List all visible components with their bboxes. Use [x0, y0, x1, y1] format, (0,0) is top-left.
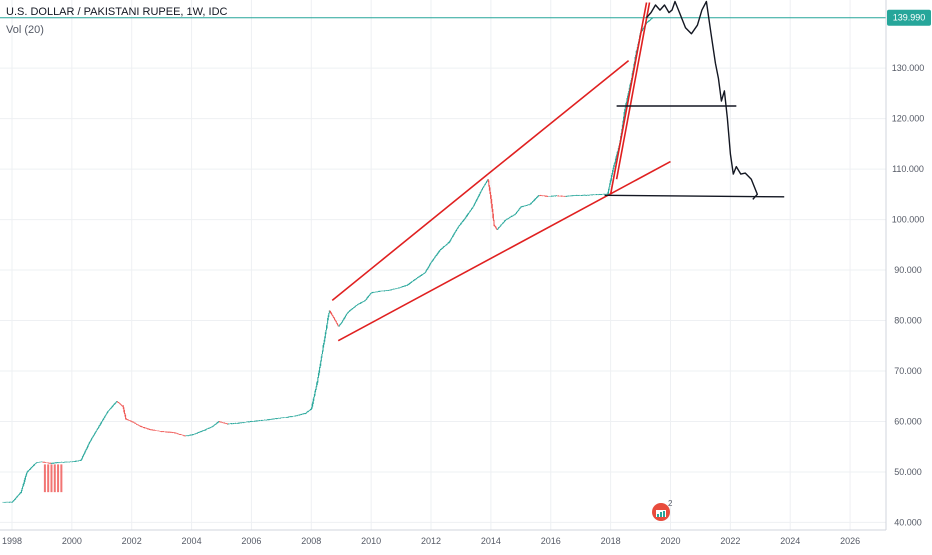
price-tick-label: 120.000 [892, 114, 925, 124]
volume-bar [50, 464, 53, 493]
time-axis-ticks: 1998 2000 2002 2004 2006 2008 2010 2012 2014 2016… [2, 536, 860, 546]
time-tick-label: 2002 [122, 536, 142, 546]
price-tick-label: 70.000 [894, 366, 922, 376]
volume-bar [43, 464, 46, 493]
price-tick-label: 110.000 [892, 164, 924, 174]
time-tick-label: 2012 [421, 536, 441, 546]
time-tick-label: 2020 [660, 536, 680, 546]
watermark: 2 [652, 499, 673, 521]
price-tick-label: 90.000 [894, 265, 922, 275]
symbol-title[interactable]: U.S. DOLLAR / PAKISTANI RUPEE, 1W, IDC [6, 6, 228, 18]
time-tick-label: 2000 [62, 536, 82, 546]
time-tick-label: 2008 [301, 536, 321, 546]
volume-bars [43, 464, 63, 493]
trendline [487, 59, 630, 175]
volume-bar [57, 464, 60, 493]
freehand-projection [645, 0, 758, 200]
time-tick-label: 2026 [840, 536, 860, 546]
time-tick-label: 2010 [361, 536, 381, 546]
time-tick-label: 2018 [601, 536, 621, 546]
drawings[interactable] [331, 0, 785, 342]
volume-bar [47, 464, 50, 493]
trendline [609, 2, 648, 195]
current-price-label: 139.990 [893, 13, 926, 23]
time-tick-label: 2024 [780, 536, 800, 546]
time-axis[interactable]: 1998 2000 2002 2004 2006 2008 2010 2012 2014 2016… [0, 529, 886, 546]
price-tick-label: 40.000 [894, 517, 922, 527]
price-axis[interactable]: 40.000 50.000 60.000 70.000 80.000 90.000 100.… [885, 0, 932, 550]
volume-bar [53, 464, 56, 493]
trendline [331, 173, 489, 301]
volume-bar [60, 464, 63, 493]
time-tick-label: 2006 [241, 536, 261, 546]
watermark-badge: 2 [668, 499, 673, 508]
tradingview-logo-icon [652, 503, 670, 521]
price-series [2, 17, 653, 503]
grid [0, 0, 886, 530]
trendline [337, 160, 671, 342]
time-tick-label: 2016 [541, 536, 561, 546]
current-price-badge [887, 9, 931, 26]
time-tick-label: 2004 [182, 536, 202, 546]
price-tick-label: 130.000 [892, 63, 925, 73]
price-tick-label: 80.000 [894, 316, 922, 326]
time-tick-label: 2014 [481, 536, 501, 546]
volume-indicator-label[interactable]: Vol (20) [6, 24, 44, 36]
trendline [615, 2, 651, 180]
time-tick-label: 2022 [720, 536, 740, 546]
price-tick-label: 60.000 [894, 416, 922, 426]
price-tick-label: 50.000 [894, 467, 922, 477]
time-tick-label: 1998 [2, 536, 22, 546]
horizontal-level [604, 194, 785, 198]
price-axis-ticks: 40.000 50.000 60.000 70.000 80.000 90.000 100.… [892, 63, 925, 527]
price-tick-label: 100.000 [892, 215, 925, 225]
